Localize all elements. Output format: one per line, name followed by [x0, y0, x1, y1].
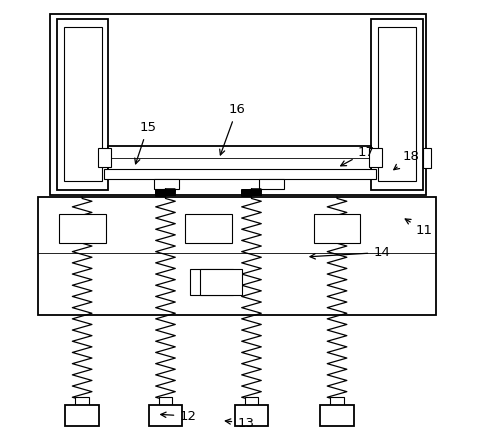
Bar — [330, 397, 344, 405]
Bar — [259, 179, 284, 189]
Text: 14: 14 — [310, 246, 390, 259]
Bar — [57, 18, 109, 190]
Bar — [200, 269, 242, 295]
Bar — [245, 397, 258, 405]
Bar — [65, 405, 99, 426]
Bar — [378, 27, 416, 181]
Bar — [185, 214, 232, 243]
Bar — [154, 179, 178, 189]
Text: 11: 11 — [405, 219, 433, 236]
Bar — [109, 146, 371, 170]
Bar — [369, 148, 381, 167]
Bar — [190, 269, 232, 295]
Text: 12: 12 — [161, 409, 196, 422]
Text: 15: 15 — [135, 121, 156, 164]
Bar — [235, 405, 268, 426]
Bar — [371, 18, 423, 190]
Bar — [98, 148, 111, 167]
Bar — [320, 405, 354, 426]
Bar — [64, 27, 102, 181]
Bar — [76, 397, 89, 405]
Bar — [159, 397, 172, 405]
Bar — [59, 214, 106, 243]
Text: 16: 16 — [220, 103, 245, 155]
Bar — [50, 14, 426, 194]
Bar — [149, 405, 182, 426]
Bar — [314, 214, 360, 243]
Bar — [104, 169, 376, 179]
Bar — [423, 148, 431, 168]
Text: 17: 17 — [341, 146, 374, 166]
Text: 18: 18 — [394, 150, 419, 170]
Bar — [38, 197, 436, 315]
Text: 13: 13 — [225, 417, 254, 430]
